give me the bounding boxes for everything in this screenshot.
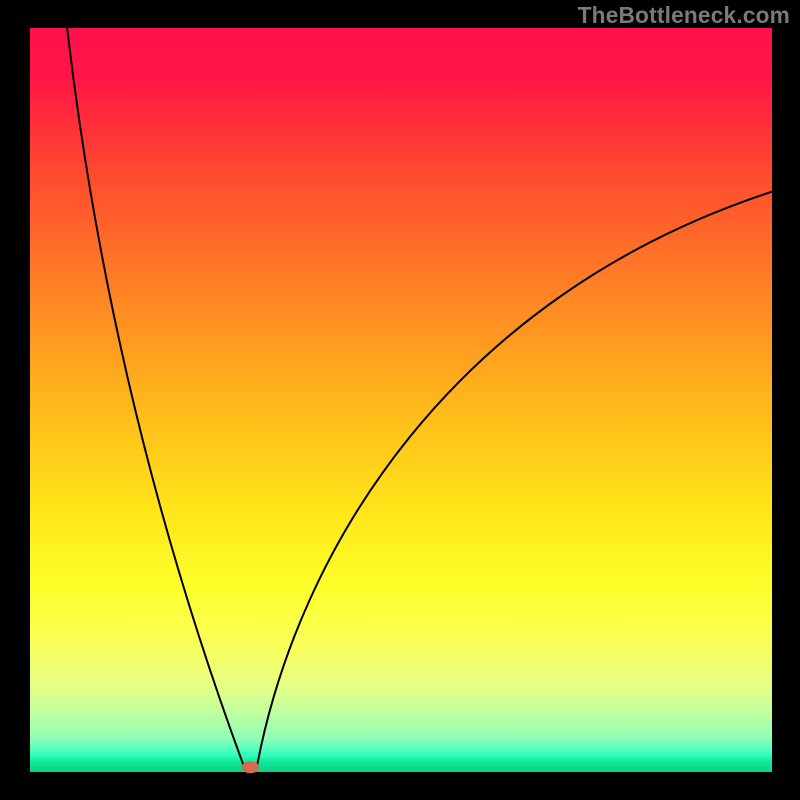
plot-area xyxy=(30,28,772,772)
bottleneck-point-marker xyxy=(242,761,258,773)
chart-container: TheBottleneck.com xyxy=(0,0,800,800)
watermark-text: TheBottleneck.com xyxy=(578,2,790,29)
bottleneck-curve xyxy=(30,28,772,772)
